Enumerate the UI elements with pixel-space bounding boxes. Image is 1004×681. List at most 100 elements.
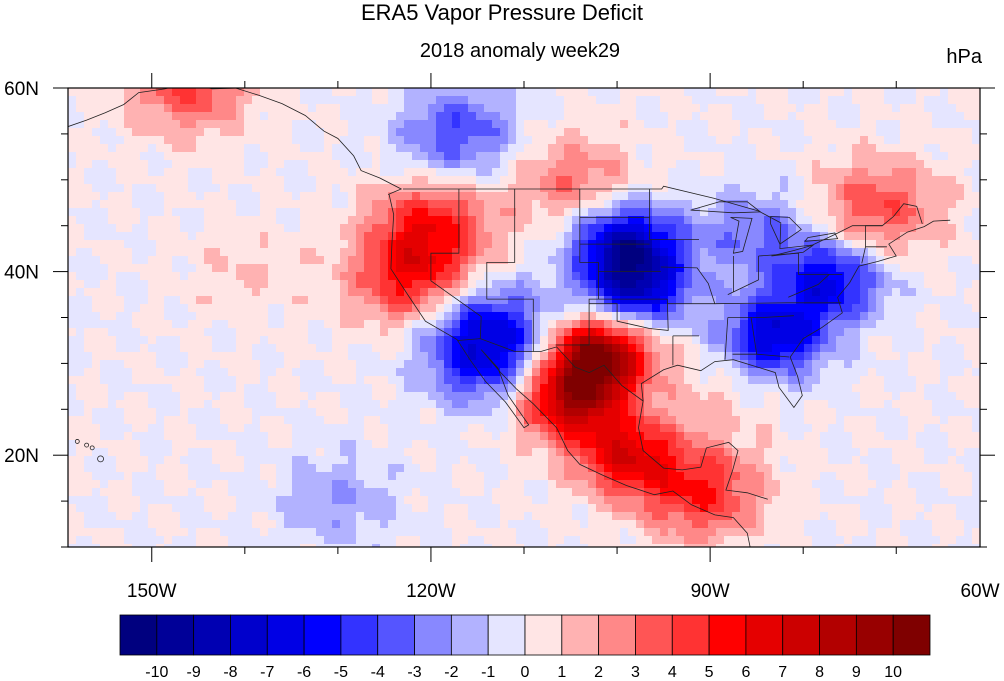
field-cell	[116, 216, 124, 224]
field-cell	[404, 256, 412, 264]
field-cell	[428, 384, 436, 392]
field-cell	[564, 152, 572, 160]
field-cell	[356, 248, 364, 256]
field-cell	[364, 216, 372, 224]
field-cell	[628, 160, 636, 168]
field-cell	[652, 384, 660, 392]
field-cell	[628, 416, 636, 424]
field-cell	[660, 280, 668, 288]
field-cell	[532, 336, 540, 344]
field-cell	[676, 424, 684, 432]
field-cell	[500, 424, 508, 432]
field-cell	[516, 296, 524, 304]
field-cell	[84, 104, 92, 112]
field-cell	[540, 160, 548, 168]
field-cell	[852, 368, 860, 376]
field-cell	[940, 120, 948, 128]
field-cell	[452, 240, 460, 248]
field-cell	[716, 272, 724, 280]
field-cell	[276, 288, 284, 296]
field-cell	[948, 120, 956, 128]
field-cell	[364, 296, 372, 304]
field-cell	[796, 208, 804, 216]
field-cell	[796, 336, 804, 344]
field-cell	[188, 424, 196, 432]
field-cell	[492, 192, 500, 200]
field-cell	[100, 272, 108, 280]
field-cell	[716, 216, 724, 224]
field-cell	[692, 208, 700, 216]
field-cell	[180, 256, 188, 264]
field-cell	[844, 400, 852, 408]
field-cell	[940, 248, 948, 256]
field-cell	[628, 400, 636, 408]
field-cell	[924, 296, 932, 304]
field-cell	[948, 368, 956, 376]
field-cell	[140, 160, 148, 168]
field-cell	[724, 120, 732, 128]
field-cell	[324, 160, 332, 168]
field-cell	[500, 264, 508, 272]
field-cell	[340, 408, 348, 416]
field-cell	[692, 192, 700, 200]
field-cell	[340, 256, 348, 264]
field-cell	[676, 328, 684, 336]
field-cell	[612, 256, 620, 264]
field-cell	[940, 128, 948, 136]
field-cell	[684, 184, 692, 192]
field-cell	[164, 408, 172, 416]
field-cell	[300, 296, 308, 304]
field-cell	[764, 152, 772, 160]
field-cell	[100, 88, 108, 96]
anomaly-field	[68, 88, 980, 547]
field-cell	[716, 176, 724, 184]
field-cell	[180, 416, 188, 424]
field-cell	[116, 400, 124, 408]
field-cell	[932, 104, 940, 112]
field-cell	[436, 360, 444, 368]
field-cell	[836, 312, 844, 320]
field-cell	[348, 264, 356, 272]
field-cell	[300, 160, 308, 168]
field-cell	[420, 128, 428, 136]
field-cell	[108, 272, 116, 280]
field-cell	[516, 360, 524, 368]
field-cell	[892, 336, 900, 344]
field-cell	[572, 192, 580, 200]
field-cell	[484, 248, 492, 256]
field-cell	[852, 264, 860, 272]
field-cell	[820, 136, 828, 144]
field-cell	[660, 288, 668, 296]
field-cell	[116, 368, 124, 376]
field-cell	[364, 344, 372, 352]
field-cell	[532, 352, 540, 360]
field-cell	[148, 408, 156, 416]
field-cell	[420, 224, 428, 232]
field-cell	[84, 416, 92, 424]
field-cell	[572, 160, 580, 168]
field-cell	[196, 328, 204, 336]
field-cell	[548, 272, 556, 280]
field-cell	[100, 200, 108, 208]
field-cell	[524, 296, 532, 304]
field-cell	[380, 160, 388, 168]
field-cell	[972, 168, 980, 176]
field-cell	[100, 432, 108, 440]
field-cell	[84, 160, 92, 168]
field-cell	[868, 352, 876, 360]
field-cell	[692, 272, 700, 280]
field-cell	[756, 176, 764, 184]
field-cell	[812, 272, 820, 280]
field-cell	[500, 112, 508, 120]
field-cell	[948, 360, 956, 368]
field-cell	[380, 400, 388, 408]
field-cell	[68, 144, 76, 152]
field-cell	[444, 280, 452, 288]
field-cell	[732, 272, 740, 280]
field-cell	[660, 216, 668, 224]
field-cell	[188, 336, 196, 344]
field-cell	[196, 208, 204, 216]
field-cell	[556, 104, 564, 112]
field-cell	[492, 408, 500, 416]
field-cell	[644, 408, 652, 416]
